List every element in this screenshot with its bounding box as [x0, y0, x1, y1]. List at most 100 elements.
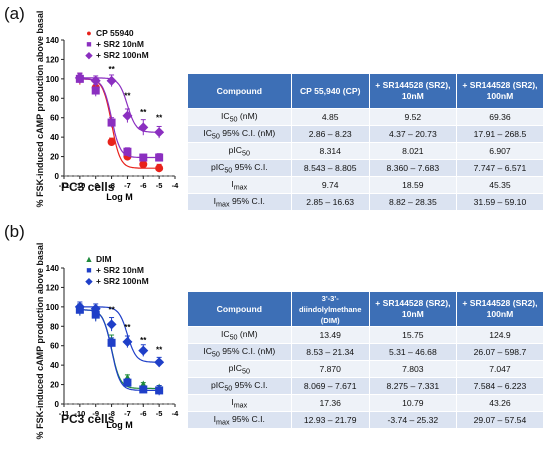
x-tick-label: -6: [140, 409, 147, 418]
data-point: [90, 303, 101, 314]
data-point: [107, 138, 116, 146]
y-tick-label: 100: [46, 303, 60, 312]
data-point: [139, 385, 148, 394]
table-value-cell: 5.31 – 46.68: [369, 343, 457, 361]
table-value-cell: 43.26: [456, 394, 545, 412]
significance-marker: **: [108, 306, 115, 315]
data-point: [154, 357, 165, 368]
y-tick-label: 40: [50, 133, 59, 142]
y-tick-label: 60: [50, 114, 59, 123]
table-row: IC50 (nM) 13.49 15.75 124.9: [188, 326, 545, 344]
table-header-row: Compound 3'-3'-diindolylmethane (DIM) + SR…: [188, 292, 545, 327]
significance-marker: **: [140, 336, 147, 345]
table-param-cell: IC50 95% C.I. (nM): [188, 343, 292, 361]
y-tick-label: 20: [50, 381, 59, 390]
y-tick-label: 120: [46, 283, 60, 292]
table-header-cell: CP 55,940 (CP): [291, 74, 370, 109]
cell-line-label-b: PC3 cells: [61, 412, 115, 426]
x-tick-label: -10: [74, 409, 85, 418]
significance-marker: **: [124, 323, 131, 332]
table-value-cell: 69.36: [456, 108, 545, 126]
table-value-cell: 7.047: [456, 360, 545, 378]
significance-marker: **: [156, 346, 163, 355]
data-point: [154, 127, 165, 138]
table-param-cell: Imax 95% C.I.: [188, 193, 292, 210]
table-row: Imax 17.36 10.79 43.26: [188, 394, 545, 412]
x-tick-label: -5: [156, 181, 163, 190]
legend-b: ▲ DIM ■ + SR2 10nM ◆ + SR2 100nM: [82, 254, 149, 287]
data-point: [107, 118, 116, 127]
x-tick-label: -7: [124, 181, 131, 190]
table-header-cell: Compound: [188, 74, 292, 109]
table-value-cell: 124.9: [456, 326, 545, 344]
table-header-cell: + SR144528 (SR2), 10nM: [369, 292, 457, 327]
data-point: [91, 310, 100, 319]
data-point: [106, 75, 117, 86]
legend-entry: ● CP 55940: [86, 28, 134, 38]
legend-label: DIM: [96, 254, 112, 264]
table-value-cell: 6.907: [456, 142, 545, 160]
table-value-cell: 29.07 – 57.54: [456, 411, 545, 428]
table-value-cell: 17.36: [291, 394, 370, 412]
table-value-cell: 8.275 – 7.331: [369, 377, 457, 395]
table-value-cell: 8.543 – 8.805: [291, 159, 370, 177]
table-param-cell: Imax 95% C.I.: [188, 411, 292, 428]
table-row: IC50 (nM) 4.85 9.52 69.36: [188, 108, 545, 126]
legend-label: CP 55940: [96, 28, 134, 38]
legend-label: + SR2 10nM: [96, 39, 144, 49]
data-point: [122, 110, 133, 121]
data-point: [123, 147, 132, 156]
table-value-cell: 13.49: [291, 326, 370, 344]
table-value-cell: 9.74: [291, 176, 370, 194]
table-value-cell: 8.021: [369, 142, 457, 160]
data-point: [74, 301, 85, 312]
table-value-cell: 15.75: [369, 326, 457, 344]
x-tick-label: -7: [124, 409, 131, 418]
x-tick-label: -4: [172, 409, 179, 418]
y-tick-label: 0: [55, 400, 60, 409]
legend-entry: ■ + SR2 10nM: [86, 265, 144, 275]
series-curve: [76, 77, 162, 133]
x-tick-label: -5: [156, 409, 163, 418]
y-tick-label: 140: [46, 36, 60, 45]
data-point: [155, 386, 164, 395]
table-header-cell: + SR144528 (SR2), 10nM: [369, 74, 457, 109]
table-header-cell: + SR144528 (SR2), 100nM: [456, 74, 545, 109]
table-value-cell: 7.584 – 6.223: [456, 377, 545, 395]
table-header-cell: 3'-3'-diindolylmethane (DIM): [291, 292, 370, 327]
table-value-cell: 26.07 – 598.7: [456, 343, 545, 361]
legend-label: + SR2 100nM: [96, 276, 149, 286]
legend-a: ● CP 55940 ■ + SR2 10nM ◆ + SR2 100nM: [82, 28, 149, 61]
table-param-cell: pIC50: [188, 142, 292, 160]
significance-marker: **: [108, 65, 115, 74]
table-value-cell: 45.35: [456, 176, 545, 194]
table-header-cell: + SR144528 (SR2), 100nM: [456, 292, 545, 327]
table-header-row: Compound CP 55,940 (CP) + SR144528 (SR2), …: [188, 74, 545, 109]
table-row: pIC50 95% C.I. 8.543 – 8.805 8.360 – 7.683…: [188, 159, 545, 177]
table-row: IC50 95% C.I. (nM) 2.86 – 8.23 4.37 – 20.7…: [188, 125, 545, 143]
data-point: [91, 86, 100, 95]
y-tick-label: 60: [50, 342, 59, 351]
table-value-cell: 8.314: [291, 142, 370, 160]
y-tick-label: 80: [50, 322, 59, 331]
table-param-cell: IC50 (nM): [188, 108, 292, 126]
table-row: pIC50 95% C.I. 8.069 – 7.671 8.275 – 7.331…: [188, 377, 545, 395]
legend-entry: ◆ + SR2 100nM: [85, 50, 149, 60]
table-param-cell: Imax: [188, 394, 292, 412]
table-value-cell: 2.85 – 16.63: [291, 193, 370, 210]
table-value-cell: 2.86 – 8.23: [291, 125, 370, 143]
table-value-cell: 8.53 – 21.34: [291, 343, 370, 361]
x-tick-label: -9: [92, 181, 99, 190]
data-point: [155, 164, 164, 173]
table-value-cell: -3.74 – 25.32: [369, 411, 457, 428]
series-curve: [76, 78, 162, 159]
x-tick-label: -4: [172, 181, 179, 190]
data-point: [122, 336, 133, 347]
data-point: [139, 153, 148, 162]
data-point: [138, 122, 149, 133]
y-tick-label: 80: [50, 94, 59, 103]
data-point: [90, 75, 101, 86]
y-tick-label: 120: [46, 55, 60, 64]
x-tick-label: -8: [108, 409, 115, 418]
significance-marker: **: [124, 91, 131, 100]
